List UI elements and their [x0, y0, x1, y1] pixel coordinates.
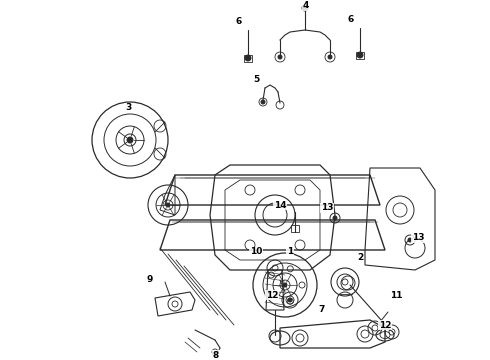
- Circle shape: [278, 55, 282, 59]
- Text: 14: 14: [274, 201, 286, 210]
- Text: 12: 12: [266, 291, 278, 300]
- Circle shape: [127, 137, 133, 143]
- Circle shape: [333, 216, 337, 220]
- Text: 6: 6: [348, 15, 354, 24]
- Text: 9: 9: [147, 275, 153, 284]
- Text: 8: 8: [213, 351, 219, 360]
- Text: 3: 3: [125, 104, 131, 112]
- Text: 1: 1: [287, 248, 293, 256]
- Text: 13: 13: [321, 203, 333, 212]
- Circle shape: [357, 52, 363, 58]
- Circle shape: [408, 238, 412, 242]
- Text: 5: 5: [253, 76, 259, 85]
- Circle shape: [288, 298, 292, 302]
- Text: 10: 10: [250, 248, 262, 256]
- Text: 13: 13: [412, 234, 424, 243]
- Circle shape: [328, 55, 332, 59]
- Text: 7: 7: [319, 306, 325, 315]
- Text: 2: 2: [357, 253, 363, 262]
- Circle shape: [283, 283, 287, 287]
- Circle shape: [245, 55, 251, 61]
- Text: 4: 4: [303, 1, 309, 10]
- Text: 12: 12: [379, 320, 391, 329]
- Circle shape: [261, 100, 265, 104]
- Text: 11: 11: [390, 291, 402, 300]
- Circle shape: [302, 5, 308, 11]
- Text: 6: 6: [236, 18, 242, 27]
- Circle shape: [166, 203, 170, 207]
